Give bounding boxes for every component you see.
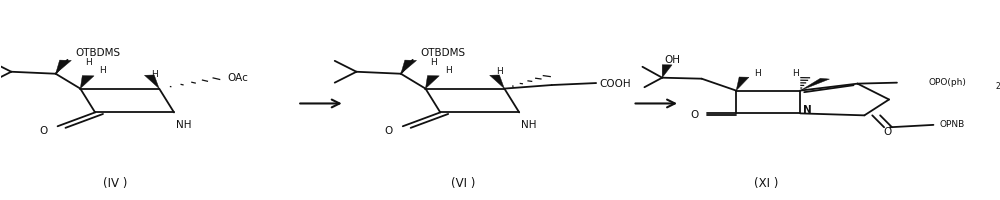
- Text: OH: OH: [664, 55, 680, 65]
- Text: (IV ): (IV ): [103, 176, 127, 189]
- Text: OAc: OAc: [228, 72, 249, 82]
- Text: H: H: [85, 58, 92, 67]
- Text: O: O: [883, 126, 891, 136]
- Text: OPNB: OPNB: [939, 120, 965, 129]
- Text: (XI ): (XI ): [754, 176, 778, 189]
- Text: H: H: [792, 69, 799, 78]
- Text: H: H: [754, 69, 761, 78]
- Polygon shape: [80, 76, 94, 89]
- Polygon shape: [144, 76, 159, 89]
- Text: H: H: [151, 70, 158, 79]
- Polygon shape: [401, 61, 417, 74]
- Polygon shape: [425, 76, 439, 89]
- Polygon shape: [56, 61, 71, 74]
- Text: H: H: [430, 58, 437, 67]
- Text: O: O: [691, 110, 699, 120]
- Text: (VI ): (VI ): [451, 176, 475, 189]
- Text: O: O: [40, 125, 48, 135]
- Text: N: N: [803, 105, 812, 115]
- Text: H: H: [445, 66, 452, 75]
- Polygon shape: [662, 65, 672, 78]
- Text: 2: 2: [996, 81, 1000, 90]
- Text: OPO(ph): OPO(ph): [928, 78, 966, 87]
- Text: NH: NH: [176, 120, 192, 130]
- Text: H: H: [496, 67, 503, 76]
- Text: H: H: [100, 66, 106, 75]
- Text: O: O: [385, 125, 393, 135]
- Text: OTBDMS: OTBDMS: [75, 47, 120, 57]
- Text: OTBDMS: OTBDMS: [421, 47, 466, 57]
- Polygon shape: [800, 79, 829, 91]
- Polygon shape: [490, 76, 504, 89]
- Text: NH: NH: [521, 120, 537, 130]
- Text: COOH: COOH: [599, 79, 631, 89]
- Polygon shape: [736, 78, 749, 91]
